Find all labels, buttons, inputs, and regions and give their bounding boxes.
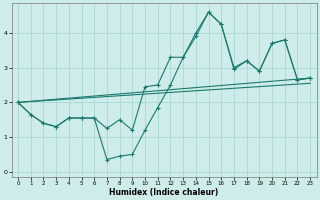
- X-axis label: Humidex (Indice chaleur): Humidex (Indice chaleur): [109, 188, 219, 197]
